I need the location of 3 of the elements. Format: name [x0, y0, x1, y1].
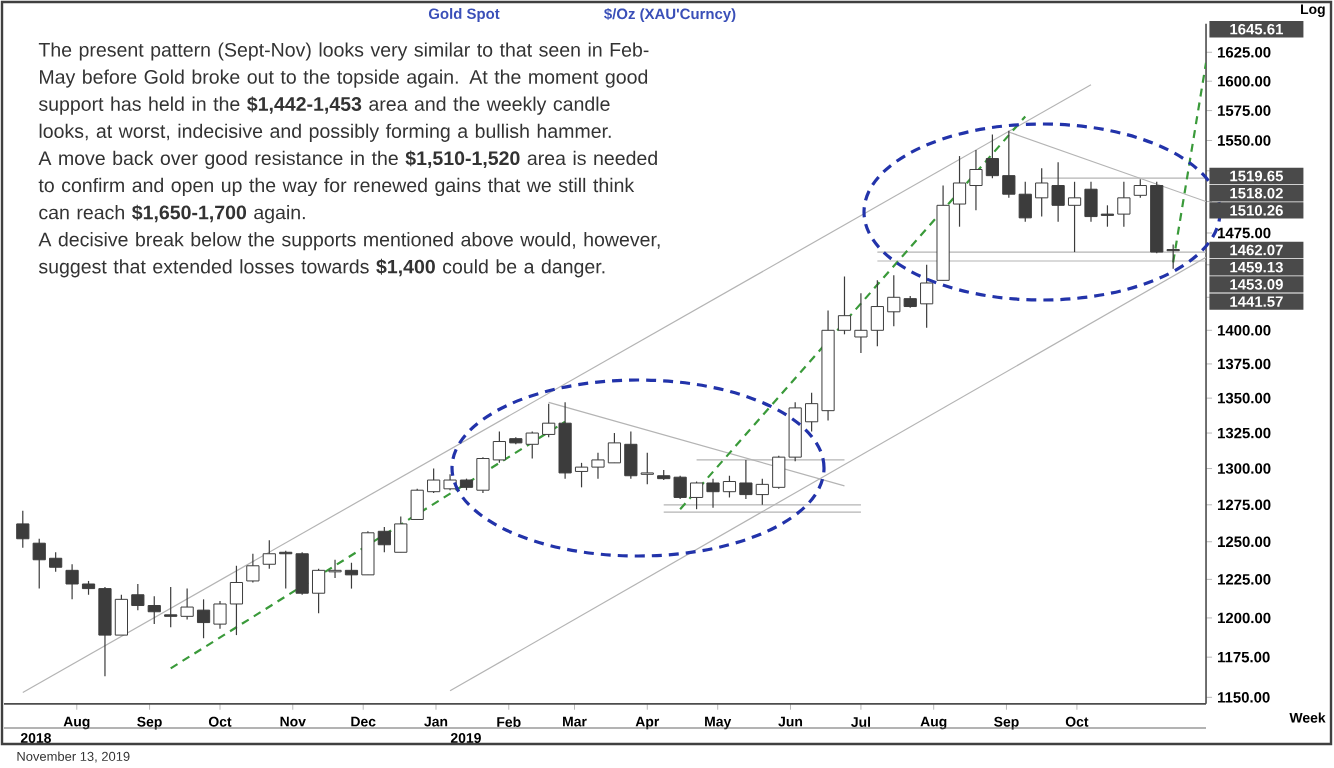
annotation: The present pattern (Sept-Nov) looks very similar to that seen in Feb-May before Gold broke out to the topside again. At the moment good support has held in the $1,442-1,453 area and the weekly candle looks, at worst, indecisive and possibly forming a bullish hammer. — [38, 42, 649, 142]
annotation: A decisive break below the supports mentioned above would, however, suggest that extended losses towards $1,400 could be a danger. — [38, 232, 660, 278]
annotation: A move back over good resistance in the $1,510-1,520 area is needed to confirm and open up the way for renewed gains that we still think can reach $1,650-1,700 again. — [38, 150, 657, 224]
